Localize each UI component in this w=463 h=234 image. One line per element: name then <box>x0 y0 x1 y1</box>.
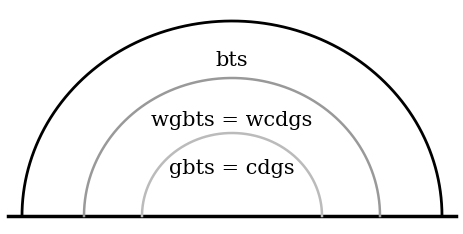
Text: gbts = cdgs: gbts = cdgs <box>169 160 294 179</box>
Text: wgbts = wcdgs: wgbts = wcdgs <box>151 111 312 131</box>
Text: bts: bts <box>215 51 248 70</box>
